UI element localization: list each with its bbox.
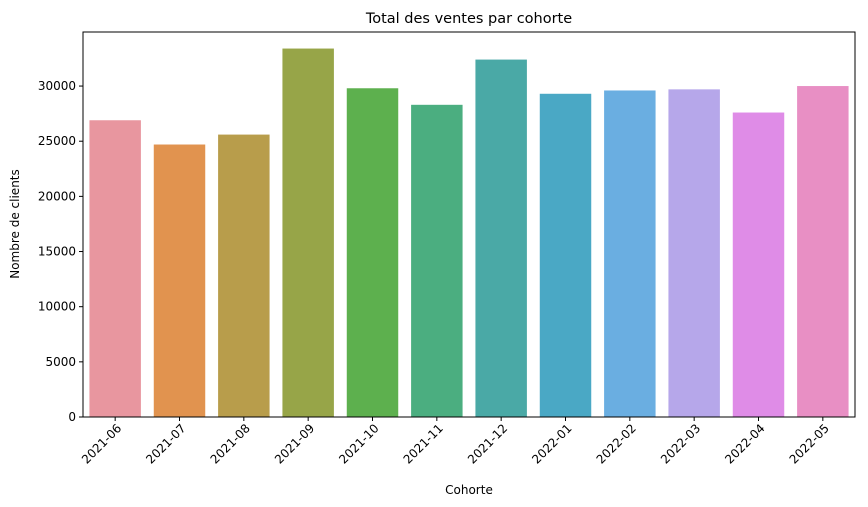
x-tick-label: 2022-01 — [529, 421, 574, 466]
plot-frame — [82, 31, 856, 418]
x-tick-label: 2022-02 — [594, 421, 639, 466]
x-tick-label: 2021-07 — [143, 421, 188, 466]
bar-2021-11 — [411, 104, 463, 417]
x-tick-label: 2021-06 — [79, 421, 124, 466]
bar-2022-03 — [668, 89, 720, 418]
y-tick-label: 20000 — [38, 189, 76, 203]
x-axis-title: Cohorte — [445, 483, 493, 497]
bars-layer — [89, 48, 849, 418]
x-tick-label: 2022-04 — [722, 421, 767, 466]
y-tick-label: 5000 — [45, 355, 76, 369]
y-tick-label: 0 — [68, 410, 76, 424]
x-tick-label: 2021-11 — [401, 421, 446, 466]
x-tick-label: 2021-09 — [272, 421, 317, 466]
x-axis: 2021-06 2021-07 2021-08 2021-09 2021-10 2021-… — [79, 417, 832, 467]
bar-2022-02 — [604, 90, 656, 417]
bar-2021-07 — [153, 144, 206, 417]
x-tick-label: 2022-03 — [658, 421, 703, 466]
x-tick-label: 2021-08 — [208, 421, 253, 466]
bar-2022-01 — [539, 93, 592, 417]
bar-2021-06 — [89, 120, 141, 417]
y-axis: 0 5000 10000 15000 20000 25000 30000 — [38, 79, 83, 424]
x-tick-label: 2022-05 — [787, 421, 832, 466]
bar-2021-10 — [346, 88, 399, 417]
y-tick-label: 30000 — [38, 79, 76, 93]
bar-2021-12 — [475, 59, 527, 417]
bar-2021-09 — [282, 48, 334, 418]
x-tick-label: 2021-12 — [465, 421, 510, 466]
y-tick-label: 10000 — [38, 300, 76, 314]
x-tick-label: 2021-10 — [336, 421, 381, 466]
y-tick-label: 15000 — [38, 245, 76, 259]
y-tick-label: 25000 — [38, 134, 76, 148]
chart-title: Total des ventes par cohorte — [365, 11, 572, 27]
bar-2022-04 — [732, 112, 785, 417]
bar-2022-05 — [797, 86, 849, 418]
bar-2021-08 — [218, 134, 270, 417]
y-axis-title: Nombre de clients — [8, 169, 22, 279]
